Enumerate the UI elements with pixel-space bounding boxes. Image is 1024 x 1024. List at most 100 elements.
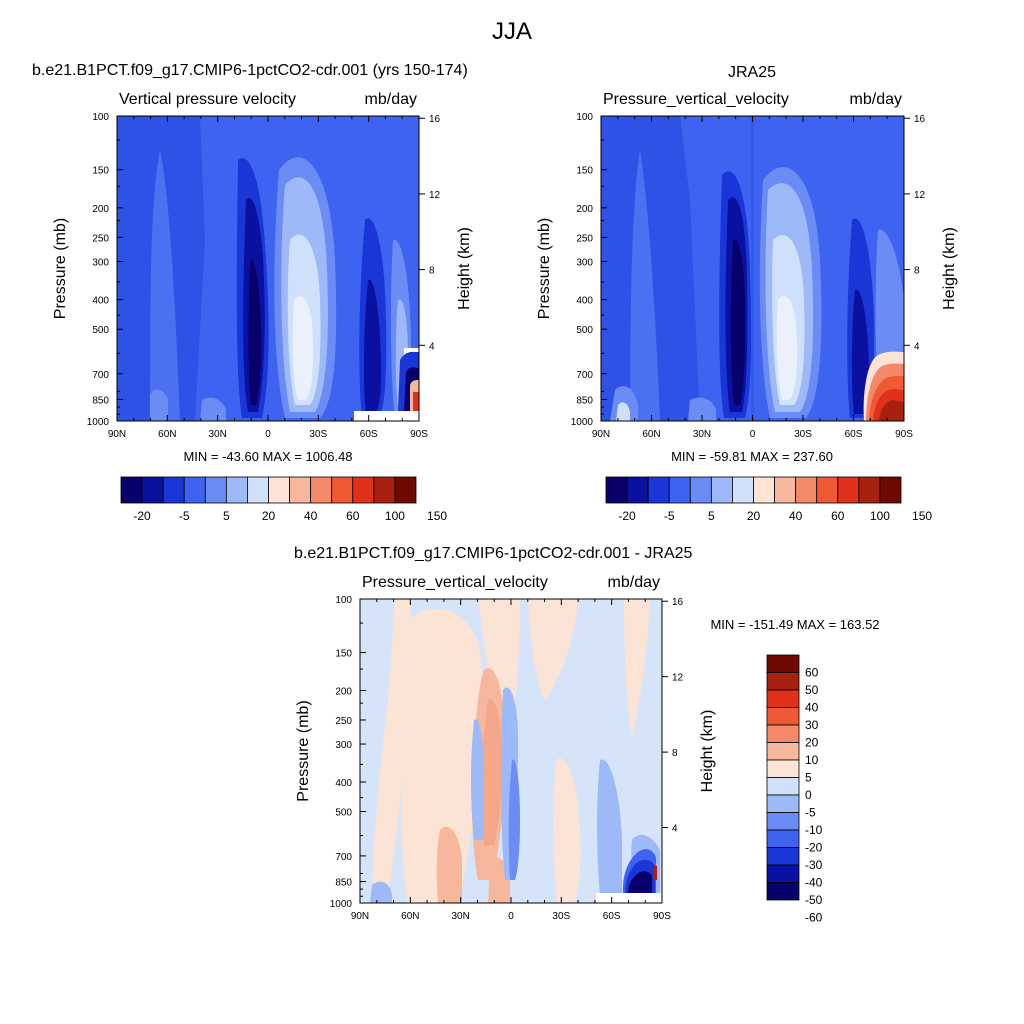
colorbar-box	[766, 882, 800, 901]
colorbar-box	[766, 759, 800, 778]
colorbar-box	[816, 476, 839, 504]
model-plot: Vertical pressure velocity mb/day 100 150 20…	[52, 91, 473, 440]
colorbar-box	[647, 476, 670, 504]
x-tick-label: 60N	[642, 429, 660, 440]
y-right-tick-label: 4	[429, 341, 435, 352]
colorbar-box	[766, 794, 800, 813]
panel-units-label: mb/day	[365, 91, 417, 108]
x-tick-label: 0	[508, 911, 514, 922]
x-tick-label: 90N	[351, 911, 369, 922]
colorbar-label: -60	[805, 911, 823, 925]
y-right-tick-label: 12	[914, 190, 926, 201]
colorbar-label: -20	[133, 509, 151, 523]
colorbar-box	[837, 476, 860, 504]
colorbar-label: 20	[805, 736, 819, 750]
y-right-tick-label: 16	[914, 114, 926, 125]
colorbar-box	[352, 476, 375, 504]
colorbar-box	[268, 476, 290, 504]
x-tick-label: 90S	[410, 429, 428, 440]
colorbar-box	[766, 724, 800, 743]
y-right-tick-label: 12	[429, 190, 441, 201]
colorbar-box	[668, 476, 691, 504]
colorbar-box	[710, 476, 733, 504]
model-stats: MIN = -43.60 MAX = 1006.48	[183, 449, 352, 464]
obs-axes: Pressure_vertical_velocity mb/day 100 150 20…	[536, 91, 958, 440]
obs-plot: Pressure_vertical_velocity mb/day 100 150 20…	[536, 91, 958, 440]
y-right-tick-label: 12	[672, 673, 684, 684]
y-tick-label: 700	[92, 370, 109, 381]
y-tick-label: 400	[92, 296, 109, 307]
colorbar-box	[766, 654, 800, 673]
obs-panel-title: JRA25	[728, 64, 777, 81]
colorbar-box	[732, 476, 754, 504]
colorbar-box	[766, 742, 800, 761]
y-tick-label: 850	[92, 395, 109, 406]
colorbar-label: -30	[805, 858, 823, 872]
colorbar-box	[141, 476, 164, 504]
colorbar-label: -5	[179, 509, 190, 523]
y-tick-label: 850	[335, 878, 352, 889]
colorbar-box	[753, 476, 775, 504]
colorbar-label: 40	[805, 701, 819, 715]
x-tick-label: 30S	[552, 911, 570, 922]
colorbar-label: 60	[346, 509, 360, 523]
colorbar-box	[766, 672, 800, 691]
colorbar-label: 30	[805, 718, 819, 732]
colorbar-box	[310, 476, 333, 504]
colorbar-label: 60	[805, 666, 819, 680]
colorbar-box	[373, 476, 396, 504]
y-tick-label: 250	[576, 233, 593, 244]
colorbar-label: 150	[912, 509, 932, 523]
y-axis-title: Pressure (mb)	[52, 218, 69, 319]
x-tick-label: 60N	[158, 429, 176, 440]
y-tick-label: 300	[92, 258, 109, 269]
colorbar-label: 40	[304, 509, 318, 523]
diff-axes: Pressure_vertical_velocity mb/day 100 150 20…	[295, 574, 716, 922]
y-tick-label: 300	[335, 740, 352, 751]
y-tick-label: 1000	[87, 417, 110, 428]
colorbar-box	[766, 812, 800, 831]
y-tick-label: 150	[92, 166, 109, 177]
y-right-tick-label: 16	[672, 597, 684, 608]
colorbar-label: -5	[805, 806, 816, 820]
x-tick-label: 60N	[401, 911, 419, 922]
x-tick-label: 0	[750, 429, 756, 440]
colorbar-box	[247, 476, 269, 504]
y-tick-label: 700	[576, 370, 593, 381]
colorbar-box	[766, 847, 800, 866]
colorbar-label: 0	[805, 788, 812, 802]
x-tick-label: 60S	[845, 429, 863, 440]
colorbar-label: -50	[805, 893, 823, 907]
y-right-axis-title: Height (km)	[941, 227, 958, 310]
y-tick-label: 100	[92, 112, 109, 123]
x-tick-label: 30N	[451, 911, 469, 922]
model-axes: Vertical pressure velocity mb/day 100 150 20…	[52, 91, 473, 440]
y-tick-label: 1000	[571, 417, 594, 428]
y-tick-label: 150	[576, 166, 593, 177]
y-tick-label: 250	[92, 233, 109, 244]
colorbar-label: 100	[870, 509, 890, 523]
x-tick-label: 60S	[603, 911, 621, 922]
y-tick-label: 300	[576, 258, 593, 269]
y-right-tick-label: 4	[914, 341, 920, 352]
colorbar-label: 5	[805, 771, 812, 785]
colorbar-box	[225, 476, 248, 504]
x-tick-label: 30N	[693, 429, 711, 440]
colorbar-label: 10	[805, 753, 819, 767]
y-tick-label: 200	[335, 687, 352, 698]
colorbar-label: 40	[789, 509, 803, 523]
y-tick-label: 500	[335, 807, 352, 818]
x-tick-label: 30S	[794, 429, 812, 440]
x-tick-label: 90N	[108, 429, 126, 440]
colorbar-box	[766, 689, 800, 708]
y-right-tick-label: 8	[672, 748, 678, 759]
figure-title: JJA	[491, 18, 532, 45]
y-tick-label: 100	[576, 112, 593, 123]
panel-units-label: mb/day	[608, 574, 660, 591]
y-right-axis-title: Height (km)	[699, 710, 716, 793]
colorbar-label: -20	[618, 509, 636, 523]
colorbar-label: -40	[805, 876, 823, 890]
y-right-tick-label: 4	[672, 824, 678, 835]
y-right-axis-title: Height (km)	[456, 227, 473, 310]
obs-field	[601, 116, 904, 421]
